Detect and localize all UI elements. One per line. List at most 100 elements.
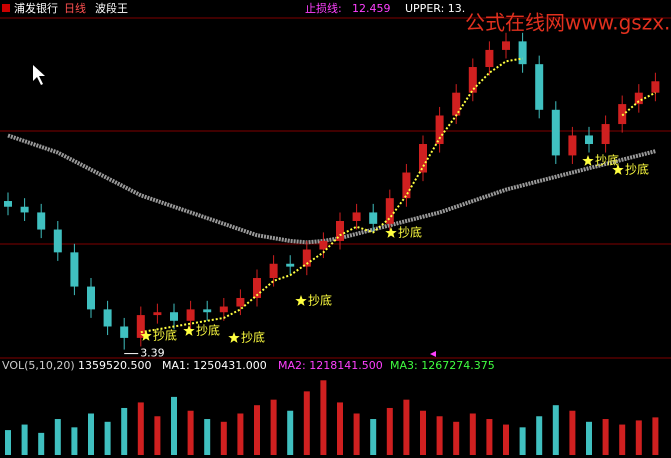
candle-body <box>402 172 411 199</box>
volume-bar <box>519 427 526 455</box>
candle-body <box>70 252 79 287</box>
star <box>612 164 624 175</box>
annotation: 抄底 <box>595 153 619 168</box>
candle-body <box>651 81 660 93</box>
candle-body <box>468 67 477 93</box>
volume-bar <box>220 421 227 455</box>
volume-bar <box>154 416 161 455</box>
volume-bar <box>54 419 61 455</box>
volume-bar <box>420 410 426 455</box>
candle-body <box>601 124 610 145</box>
volume-bar <box>503 424 509 455</box>
stop-line <box>140 57 656 334</box>
candle-body <box>286 263 295 267</box>
star <box>228 332 240 343</box>
candle-body <box>103 309 112 327</box>
candle-body <box>502 41 510 50</box>
volume-bar <box>254 405 260 455</box>
volume-bar <box>237 413 244 455</box>
candle-body <box>136 315 145 338</box>
volume-bar <box>469 413 476 455</box>
annotation: 抄底 <box>398 225 422 240</box>
ma3-label: MA3: 1267274.375 <box>390 359 495 372</box>
indicator-name: 波段王 <box>95 1 128 15</box>
moving-average <box>7 133 656 245</box>
volume-bar <box>38 432 45 455</box>
volume-bar <box>5 430 11 455</box>
volume-bar <box>88 413 94 455</box>
volume-bar <box>287 410 294 455</box>
candle-body <box>269 263 278 279</box>
star <box>582 155 594 166</box>
volume-bar <box>619 424 626 455</box>
candle-body <box>518 41 527 65</box>
volume-bar <box>586 421 592 455</box>
volume-bar <box>552 405 559 455</box>
annotation: 抄底 <box>308 293 332 308</box>
candle-body <box>219 306 228 313</box>
volume-bar <box>370 419 377 455</box>
volume-label: 1359520.500 <box>78 359 151 372</box>
candle-body <box>20 206 29 213</box>
annotation: 抄底 <box>153 328 177 343</box>
marker <box>430 351 436 357</box>
volume-bar <box>486 419 493 455</box>
candle-body <box>435 115 444 145</box>
low-label: 3.39 <box>140 347 165 360</box>
candle-body <box>87 286 95 310</box>
candle-body <box>585 135 593 145</box>
candle-body <box>618 104 627 125</box>
candle-body <box>203 309 212 313</box>
volume-bar <box>303 391 310 455</box>
volume-bar <box>436 416 443 455</box>
stop-label: 止损线: <box>305 1 342 15</box>
volume-bar <box>635 420 642 455</box>
candle-body <box>319 240 328 250</box>
volume-bar <box>353 413 360 455</box>
volume-bar <box>171 396 177 455</box>
volume-bar <box>602 419 609 455</box>
candle-body <box>302 249 311 267</box>
volume-bar <box>187 410 194 455</box>
annotation: 抄底 <box>241 330 265 345</box>
volume-bar <box>453 421 460 455</box>
candle-body <box>485 49 494 68</box>
volume-bar <box>320 380 327 455</box>
volume-title: VOL(5,10,20) <box>2 359 75 372</box>
candle-body <box>37 212 46 230</box>
annotation: 抄底 <box>625 162 649 177</box>
volume-bar <box>569 410 576 455</box>
candle-body <box>336 220 344 241</box>
candle-body <box>120 326 129 338</box>
candle-body <box>53 229 62 253</box>
volume-bar <box>337 402 343 455</box>
candle-body <box>170 312 178 321</box>
icon <box>2 4 10 12</box>
volume-bar <box>652 417 659 455</box>
volume-bar <box>121 407 128 455</box>
volume-bar <box>21 424 28 455</box>
candle-body <box>419 144 427 173</box>
candle-body <box>551 109 560 156</box>
star <box>140 330 152 341</box>
cursor <box>33 65 45 85</box>
candle-body <box>535 64 544 110</box>
volume-bar <box>71 427 78 455</box>
candle-body <box>186 309 195 321</box>
candle-body <box>452 92 461 116</box>
candle-body <box>4 201 12 207</box>
candle-body <box>253 278 261 298</box>
candle-body <box>352 212 361 221</box>
stock-name: 浦发银行 <box>14 1 58 15</box>
candle-body <box>385 198 394 224</box>
candle-body <box>236 297 245 307</box>
watermark: 公式在线网www.gszx.com.cn <box>465 11 671 35</box>
period: 日线 <box>64 1 86 15</box>
ma2-label: MA2: 1218141.500 <box>278 359 383 372</box>
volume-bar <box>270 399 277 455</box>
volume-bar <box>204 419 211 455</box>
candle-body <box>634 92 643 105</box>
volume-bar <box>137 402 144 455</box>
